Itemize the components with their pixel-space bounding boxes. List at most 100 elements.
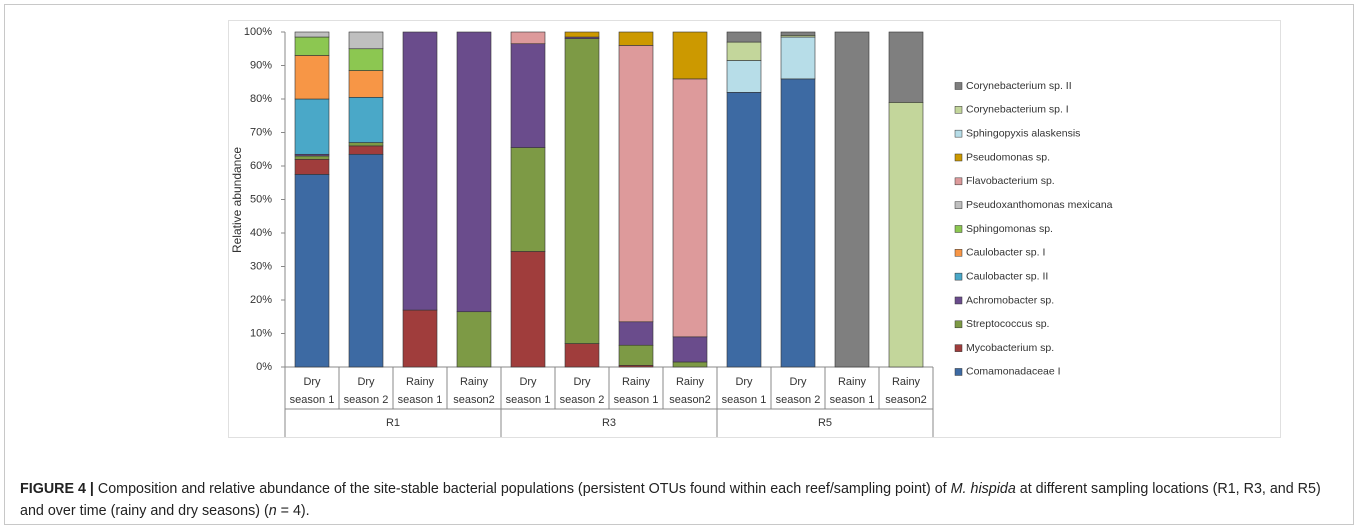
bar-segment [672,336,708,363]
bar-segment [780,78,816,368]
y-tick-label: 50% [250,193,272,205]
bar-segment [402,309,438,368]
legend-swatch [954,320,963,329]
y-tick-label: 30% [250,260,272,272]
bar-segment [672,78,708,338]
caption-text: M. hispida [950,481,1016,497]
bar-segment [456,31,492,313]
bar-segment [672,31,708,80]
bar-segment [780,31,816,36]
legend-label: Caulobacter sp. I [966,247,1045,259]
bar-segment [348,31,384,50]
x-tick-label: Rainy season2 [669,376,711,406]
bar-segment [618,344,654,366]
caption-text: FIGURE 4 | [20,481,94,497]
legend-label: Corynebacterium sp. II [966,80,1072,92]
x-tick-label: Dry season 2 [776,376,821,406]
bar-segment [348,70,384,98]
legend-label: Mycobacterium sp. [966,342,1054,354]
legend-swatch [954,249,963,257]
bar-segment [402,31,438,311]
bar-segment [294,155,330,160]
bar-segment [348,145,384,155]
x-tick-label: Rainy season2 [453,376,495,406]
bar-segment [726,31,762,43]
bar-segment [294,31,330,38]
legend-swatch [954,296,963,305]
bar-segment [348,142,384,147]
legend-swatch [954,201,963,209]
x-tick-label: Rainy season 1 [614,376,659,406]
legend-label: Corynebacterium sp. I [966,104,1069,116]
bar-segment [564,31,600,38]
bar-segment [726,41,762,61]
y-tick-label: 10% [250,327,272,339]
x-tick-label: Rainy season 1 [830,376,875,406]
legend-label: Sphingopyxis alaskensis [966,127,1080,139]
bar-segment [294,36,330,56]
legend-swatch [954,225,963,233]
legend-label: Comamonadaceae I [966,366,1061,378]
legend-swatch [954,82,963,90]
bar-segment [888,31,924,103]
x-tick-label: Dry season 1 [722,376,767,406]
group-label: R1 [386,417,400,429]
legend-swatch [954,106,963,114]
x-tick-label: Dry season 2 [560,376,605,406]
y-tick-label: 0% [256,361,272,373]
legend-swatch [954,153,963,162]
bar-segment [618,321,654,346]
chart-border [228,20,1281,438]
caption-text: Composition and relative abundance of th… [93,481,951,497]
caption-text: at different sampling locations (R1, R3,… [20,481,1321,519]
y-tick-label: 80% [250,93,272,105]
legend-label: Streptococcus sp. [966,318,1049,330]
y-tick-label: 90% [250,59,272,71]
bar-segment [348,48,384,71]
bar-segment [564,343,600,368]
bar-segment [618,45,654,323]
bar-segment [348,97,384,143]
legend-label: Sphingomonas sp. [966,223,1053,235]
legend-swatch [954,368,963,376]
legend-label: Achromobacter sp. [966,294,1054,306]
bar-segment [564,38,600,344]
group-label: R3 [602,417,616,429]
bar-segment [510,147,546,252]
caption-text: = 4). [276,503,310,519]
y-axis-label: Relative abundance [230,147,244,253]
bar-segment [618,31,654,46]
x-tick-label: Dry season 1 [290,376,335,406]
bar-segment [510,251,546,368]
bar-segment [294,55,330,100]
y-tick-label: 60% [250,160,272,172]
group-label: R5 [818,417,832,429]
caption-text: n [268,503,277,519]
legend-swatch [954,129,963,138]
y-tick-label: 100% [244,26,272,38]
legend-swatch [954,344,963,352]
bar-segment [672,361,708,368]
x-tick-label: Dry season 2 [344,376,389,406]
bar-segment [348,153,384,368]
bar-segment [456,311,492,368]
caption: FIGURE 4 | Composition and relative abun… [20,478,1340,522]
bar-segment [726,92,762,368]
bar-segment [834,31,870,368]
y-tick-label: 20% [250,294,272,306]
y-tick-label: 40% [250,227,272,239]
legend-label: Pseudoxanthomonas mexicana [966,199,1113,211]
legend-label: Pseudomonas sp. [966,151,1050,163]
bar-segment [510,43,546,148]
bar-segment [294,174,330,368]
x-tick-label: Rainy season2 [885,376,927,406]
bar-segment [726,60,762,93]
figure-border [4,4,1354,525]
legend-label: Flavobacterium sp. [966,175,1055,187]
bar-segment [510,31,546,45]
legend-label: Caulobacter sp. II [966,270,1048,282]
bar-segment [294,159,330,175]
y-tick-label: 70% [250,126,272,138]
bar-segment [780,36,816,80]
